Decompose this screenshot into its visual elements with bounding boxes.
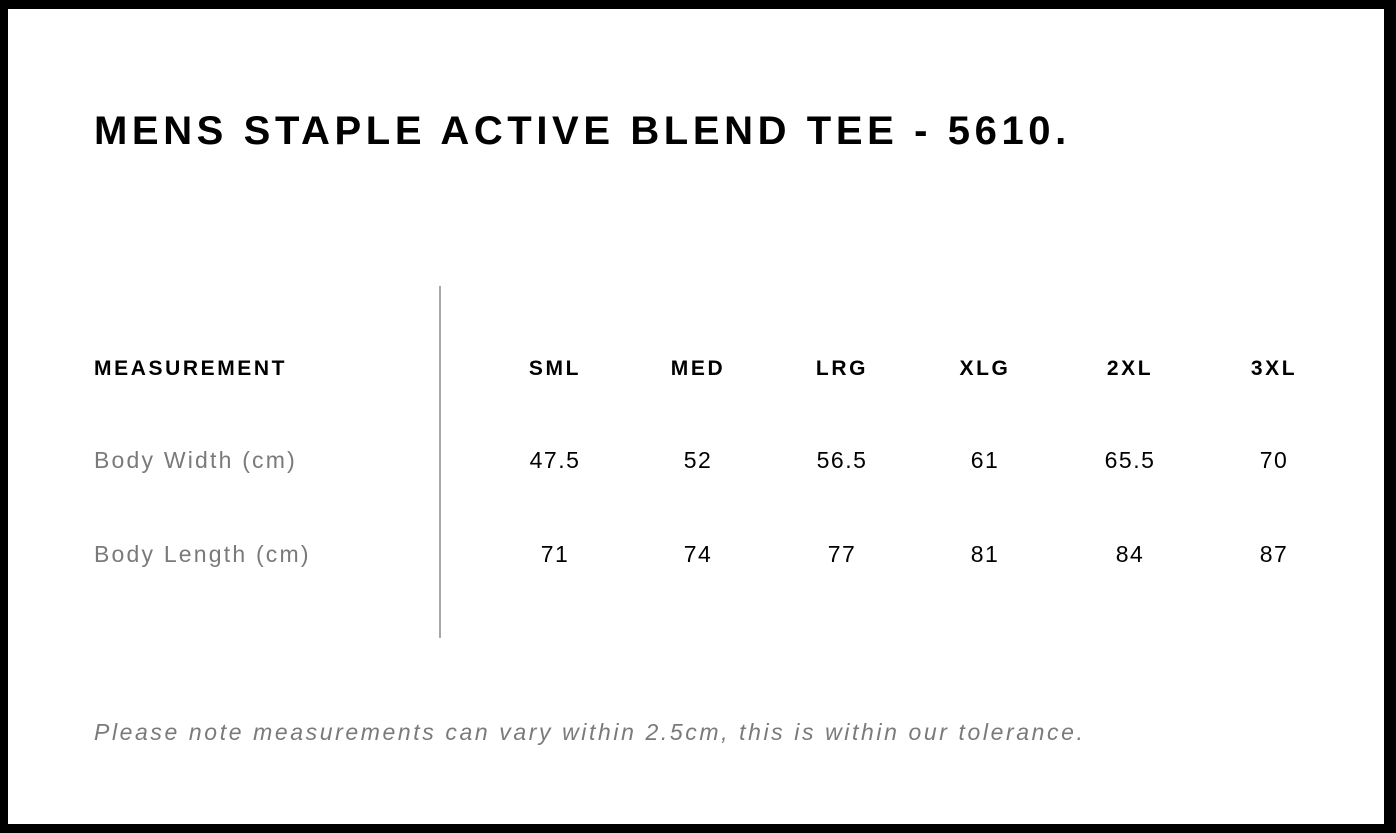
size-header-xlg: XLG xyxy=(959,357,1011,380)
table-cell: 61 xyxy=(970,447,1000,473)
table-cell: 56.5 xyxy=(816,447,868,473)
table-cell: 77 xyxy=(827,541,857,567)
page-title: MENS STAPLE ACTIVE BLEND TEE - 5610. xyxy=(94,109,1071,153)
table-cell: 47.5 xyxy=(529,447,581,473)
table-cell: 87 xyxy=(1259,541,1289,567)
table-cell: 74 xyxy=(683,541,713,567)
table-cell: 52 xyxy=(683,447,713,473)
table-cell: 81 xyxy=(970,541,1000,567)
row-label-body-width: Body Width (cm) xyxy=(94,447,297,473)
size-header-med: MED xyxy=(670,357,726,380)
table-cell: 70 xyxy=(1259,447,1289,473)
size-header-lrg: LRG xyxy=(815,357,869,380)
size-header-2xl: 2XL xyxy=(1106,357,1154,380)
column-divider xyxy=(439,286,441,638)
table-cell: 84 xyxy=(1115,541,1145,567)
size-chart-card: MENS STAPLE ACTIVE BLEND TEE - 5610. MEA… xyxy=(8,9,1384,824)
tolerance-note: Please note measurements can vary within… xyxy=(94,719,1086,745)
table-cell: 71 xyxy=(540,541,570,567)
size-header-sml: SML xyxy=(528,357,582,380)
measurement-header: MEASUREMENT xyxy=(94,357,288,380)
table-cell: 65.5 xyxy=(1104,447,1156,473)
row-label-body-length: Body Length (cm) xyxy=(94,541,311,567)
size-header-3xl: 3XL xyxy=(1250,357,1298,380)
